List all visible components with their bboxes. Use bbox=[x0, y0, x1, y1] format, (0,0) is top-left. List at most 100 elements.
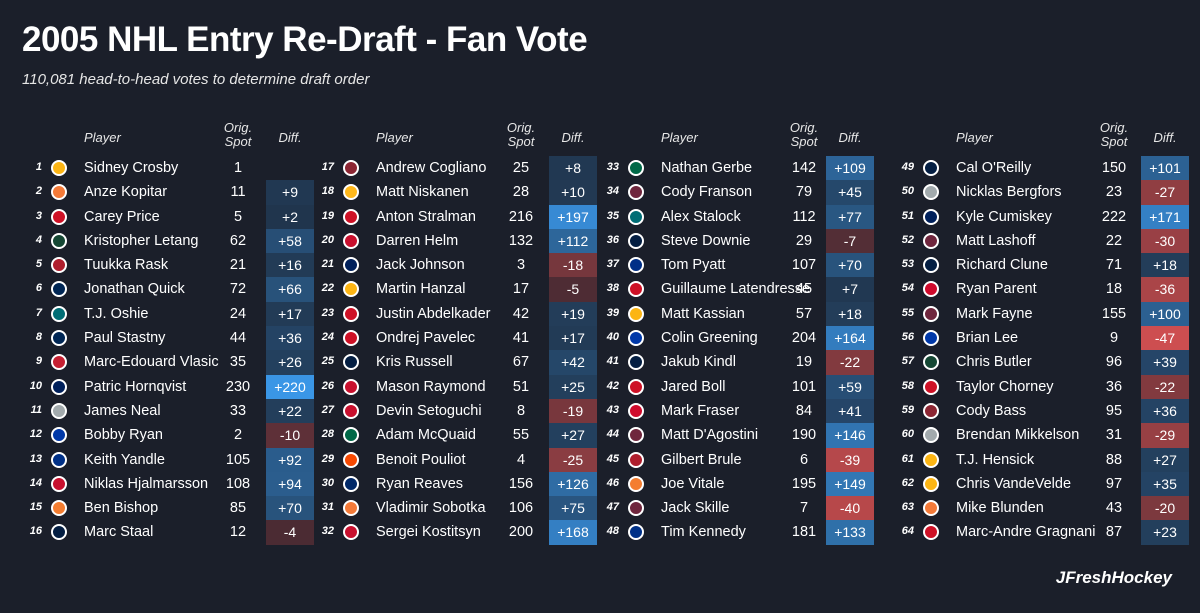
diff-value: +171 bbox=[1141, 204, 1189, 229]
team-logo-icon bbox=[340, 182, 362, 202]
diff-value: +92 bbox=[266, 447, 314, 472]
player-name: Chris Butler bbox=[956, 354, 1032, 371]
player-name: Justin Abdelkader bbox=[376, 305, 491, 322]
orig-spot: 71 bbox=[1105, 257, 1123, 274]
player-name: Cody Franson bbox=[661, 184, 753, 201]
player-name: Ryan Reaves bbox=[376, 475, 464, 492]
orig-spot: 25 bbox=[512, 160, 530, 176]
team-logo-icon bbox=[625, 158, 647, 178]
page-title: 2005 NHL Entry Re-Draft - Fan Vote bbox=[22, 20, 588, 59]
orig-spot: 62 bbox=[229, 232, 247, 249]
player-name: Matt Niskanen bbox=[376, 184, 469, 201]
player-name: Jared Boll bbox=[661, 378, 726, 395]
team-logo-icon bbox=[625, 522, 647, 542]
team-logo-icon bbox=[625, 279, 647, 299]
team-logo-icon bbox=[340, 522, 362, 542]
player-name: Cody Bass bbox=[956, 402, 1027, 419]
orig-spot: 41 bbox=[512, 330, 530, 347]
orig-spot: 181 bbox=[791, 524, 817, 541]
pick-number: 64 bbox=[901, 525, 914, 538]
diff-value: +112 bbox=[549, 228, 597, 254]
team-logo-icon bbox=[48, 328, 70, 348]
diff-value: +197 bbox=[549, 204, 597, 229]
player-name: Taylor Chorney bbox=[956, 378, 1054, 395]
player-name: Adam McQuaid bbox=[376, 427, 476, 444]
team-logo-icon bbox=[625, 450, 647, 470]
player-name: Niklas Hjalmarsson bbox=[84, 475, 209, 492]
pick-number: 19 bbox=[321, 209, 334, 222]
pick-number: 24 bbox=[321, 331, 334, 344]
pick-number: 27 bbox=[321, 403, 334, 416]
team-logo-icon bbox=[920, 158, 942, 178]
team-logo-icon bbox=[920, 377, 942, 397]
pick-number: 26 bbox=[321, 379, 334, 392]
diff-value: +75 bbox=[549, 496, 597, 521]
team-logo-icon bbox=[48, 401, 70, 421]
pick-number: 49 bbox=[901, 161, 914, 173]
team-logo-icon bbox=[48, 474, 70, 494]
diff-value: +17 bbox=[266, 301, 314, 327]
player-header: Player bbox=[956, 130, 993, 145]
diff-value: +168 bbox=[549, 520, 597, 545]
orig-spot: 1 bbox=[233, 160, 243, 176]
diff-value: -20 bbox=[1141, 496, 1189, 521]
player-name: Brendan Mikkelson bbox=[956, 427, 1080, 444]
diff-value: +146 bbox=[826, 423, 874, 448]
diff-value: +7 bbox=[826, 277, 874, 302]
player-name: Nicklas Bergfors bbox=[956, 184, 1062, 201]
player-name: Tim Kennedy bbox=[661, 524, 746, 541]
diff-value: +36 bbox=[266, 326, 314, 351]
diff-value: +16 bbox=[266, 253, 314, 278]
pick-number: 53 bbox=[901, 258, 914, 271]
player-name: Patric Hornqvist bbox=[84, 378, 187, 395]
pick-number: 62 bbox=[901, 476, 914, 489]
player-name: Kris Russell bbox=[376, 354, 453, 371]
diff-value: -4 bbox=[266, 520, 314, 545]
team-logo-icon bbox=[920, 425, 942, 445]
team-logo-icon bbox=[920, 304, 942, 324]
diff-value: +70 bbox=[266, 496, 314, 521]
pick-number: 9 bbox=[35, 355, 42, 368]
player-header: Player bbox=[661, 130, 698, 145]
diff-value: +220 bbox=[266, 374, 314, 399]
orig-spot-header: Orig. Spot bbox=[1094, 121, 1134, 149]
team-logo-icon bbox=[625, 328, 647, 348]
team-logo-icon bbox=[340, 304, 362, 324]
player-name: T.J. Hensick bbox=[956, 451, 1035, 468]
player-name: Brian Lee bbox=[956, 330, 1019, 347]
orig-spot: 18 bbox=[1105, 281, 1123, 298]
diff-value: +27 bbox=[549, 423, 597, 448]
orig-spot: 107 bbox=[791, 257, 817, 274]
pick-number: 22 bbox=[321, 282, 334, 295]
team-logo-icon bbox=[920, 401, 942, 421]
pick-number: 21 bbox=[321, 258, 334, 271]
orig-spot: 55 bbox=[512, 427, 530, 444]
team-logo-icon bbox=[340, 158, 362, 178]
team-logo-icon bbox=[48, 255, 70, 275]
diff-value: +19 bbox=[549, 301, 597, 327]
pick-number: 13 bbox=[29, 452, 42, 465]
orig-header-line1: Orig. bbox=[1099, 120, 1129, 135]
pick-number: 43 bbox=[606, 403, 619, 416]
pick-number: 36 bbox=[606, 233, 619, 246]
player-name: Marc-Andre Gragnani bbox=[956, 524, 1096, 541]
pick-number: 18 bbox=[321, 185, 334, 198]
orig-spot-header: Orig. Spot bbox=[784, 121, 824, 149]
team-logo-icon bbox=[340, 377, 362, 397]
team-logo-icon bbox=[48, 304, 70, 324]
diff-value: -36 bbox=[1141, 277, 1189, 302]
pick-number: 32 bbox=[321, 525, 334, 538]
orig-spot: 79 bbox=[795, 184, 813, 201]
team-logo-icon bbox=[920, 207, 942, 227]
team-logo-icon bbox=[340, 425, 362, 445]
team-logo-icon bbox=[920, 498, 942, 518]
player-name: Jakub Kindl bbox=[661, 354, 736, 371]
orig-spot: 12 bbox=[229, 524, 247, 541]
team-logo-icon bbox=[625, 474, 647, 494]
team-logo-icon bbox=[625, 498, 647, 518]
orig-spot: 155 bbox=[1101, 305, 1127, 322]
diff-value: +66 bbox=[266, 277, 314, 302]
pick-number: 4 bbox=[35, 233, 42, 246]
team-logo-icon bbox=[625, 377, 647, 397]
player-name: Devin Setoguchi bbox=[376, 402, 482, 419]
